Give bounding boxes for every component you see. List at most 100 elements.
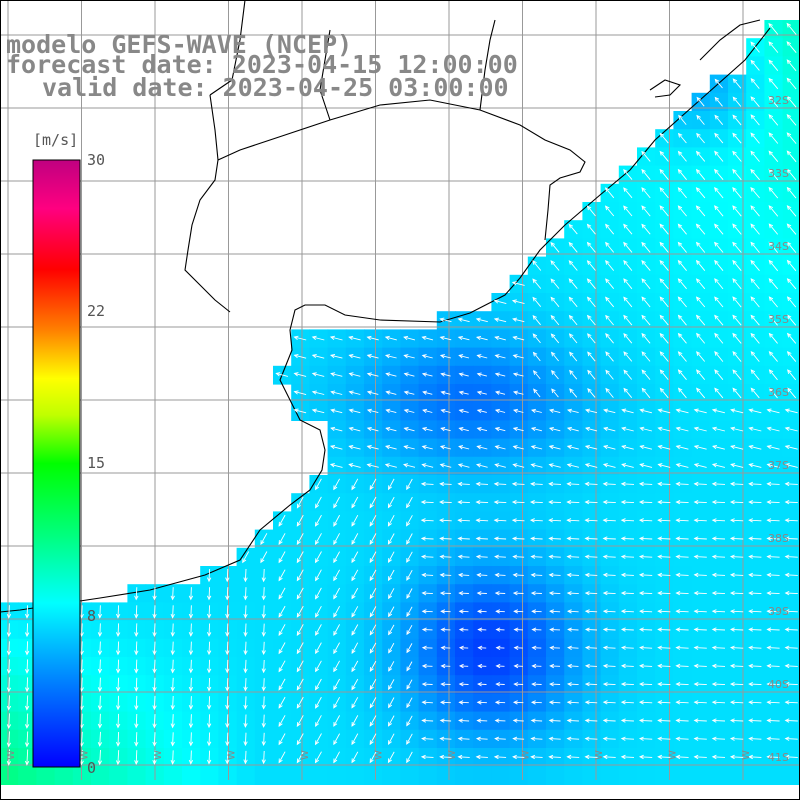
wind-arrow xyxy=(711,518,726,523)
wind-arrow xyxy=(659,205,669,217)
wind-arrow xyxy=(115,750,121,766)
wind-speed-cell xyxy=(400,766,420,785)
wind-arrow xyxy=(730,463,744,468)
coastline-south-america xyxy=(0,27,771,613)
wind-arrow xyxy=(711,481,726,487)
wind-arrow xyxy=(512,390,524,395)
wind-arrow xyxy=(602,645,616,650)
wind-arrow xyxy=(766,463,780,468)
wind-arrow xyxy=(659,241,669,253)
wind-arrow xyxy=(548,736,561,741)
wind-arrow xyxy=(242,551,250,564)
wind-arrow xyxy=(24,605,30,619)
wind-arrow xyxy=(421,627,433,632)
wind-arrow xyxy=(457,463,470,468)
wind-arrow xyxy=(677,278,687,290)
wind-speed-cell xyxy=(782,202,800,221)
wind-arrow xyxy=(548,718,561,723)
wind-arrow xyxy=(768,132,779,144)
wind-arrow xyxy=(567,663,579,669)
wind-speed-cell xyxy=(182,766,201,785)
wind-arrow xyxy=(243,641,248,656)
wind-arrow xyxy=(695,241,706,253)
wind-arrow xyxy=(348,372,361,377)
wind-arrow xyxy=(641,387,651,399)
wind-arrow xyxy=(732,132,742,144)
wind-arrow xyxy=(530,463,543,468)
wind-arrow xyxy=(475,554,488,559)
wind-arrow xyxy=(494,463,506,468)
wind-arrow xyxy=(729,499,744,505)
wind-arrow xyxy=(315,569,322,582)
wind-arrow xyxy=(766,736,780,741)
wind-arrow xyxy=(278,624,286,637)
wind-arrow xyxy=(566,572,580,578)
wind-arrow xyxy=(421,663,433,669)
wind-arrow xyxy=(494,335,506,341)
wind-arrow xyxy=(602,572,616,578)
wind-arrow xyxy=(602,754,616,760)
wind-arrow xyxy=(586,296,596,308)
wind-arrow xyxy=(657,718,671,723)
wind-arrow xyxy=(657,463,671,468)
wind-arrow xyxy=(696,332,706,344)
wind-arrow xyxy=(784,663,798,669)
wind-arrow xyxy=(586,314,596,326)
wind-arrow xyxy=(278,587,286,600)
wind-speed-cell xyxy=(345,766,365,785)
wind-arrow xyxy=(115,605,121,619)
wind-arrow xyxy=(225,568,230,583)
wind-speed-cell xyxy=(655,766,674,785)
wind-arrow xyxy=(512,700,524,705)
wind-arrow xyxy=(333,514,340,527)
wind-arrow xyxy=(729,700,744,705)
colorbar-tick-0: 0 xyxy=(87,759,97,777)
wind-arrow xyxy=(385,445,397,450)
wind-arrow xyxy=(638,554,653,559)
wind-arrow xyxy=(296,751,304,764)
wind-arrow xyxy=(333,478,340,491)
wind-arrow xyxy=(786,296,797,308)
wind-arrow xyxy=(458,372,469,377)
wind-arrow xyxy=(457,500,470,505)
wind-arrow xyxy=(115,641,121,656)
wind-arrow xyxy=(784,499,798,505)
wind-arrow xyxy=(711,609,726,614)
wind-arrow xyxy=(786,150,797,163)
wind-arrow xyxy=(457,335,470,341)
wind-arrow xyxy=(732,241,742,253)
wind-arrow xyxy=(530,426,543,432)
wind-arrow xyxy=(620,681,634,687)
wind-arrow xyxy=(439,354,452,359)
wind-arrow xyxy=(406,733,413,745)
wind-speed-cell xyxy=(364,766,383,785)
wind-arrow xyxy=(420,554,434,559)
wind-arrow xyxy=(587,369,596,380)
wind-arrow xyxy=(786,259,797,272)
wind-arrow xyxy=(440,609,451,614)
wind-arrow xyxy=(134,713,139,729)
wind-arrow xyxy=(657,572,671,578)
wind-arrow xyxy=(511,481,525,487)
wind-arrow xyxy=(170,677,175,692)
wind-arrow xyxy=(786,132,797,144)
title-valid-date: valid date: 2023-04-25 03:00:00 xyxy=(42,73,509,102)
wind-arrow xyxy=(677,314,687,326)
wind-arrow xyxy=(641,205,651,217)
wind-arrow xyxy=(768,168,779,181)
wind-arrow xyxy=(296,678,304,691)
wind-arrow xyxy=(693,518,707,523)
wind-arrow xyxy=(369,660,377,672)
wind-speed-cell xyxy=(0,766,19,785)
wind-arrow xyxy=(750,259,760,271)
wind-arrow xyxy=(566,445,579,450)
wind-arrow xyxy=(711,645,726,650)
wind-arrow xyxy=(458,445,470,450)
wind-arrow xyxy=(530,700,542,705)
wind-arrow xyxy=(458,609,469,614)
wind-arrow xyxy=(530,736,543,741)
wind-speed-cell xyxy=(54,766,74,785)
wind-arrow xyxy=(605,223,615,235)
wind-arrow xyxy=(188,696,194,710)
wind-arrow xyxy=(620,499,635,505)
